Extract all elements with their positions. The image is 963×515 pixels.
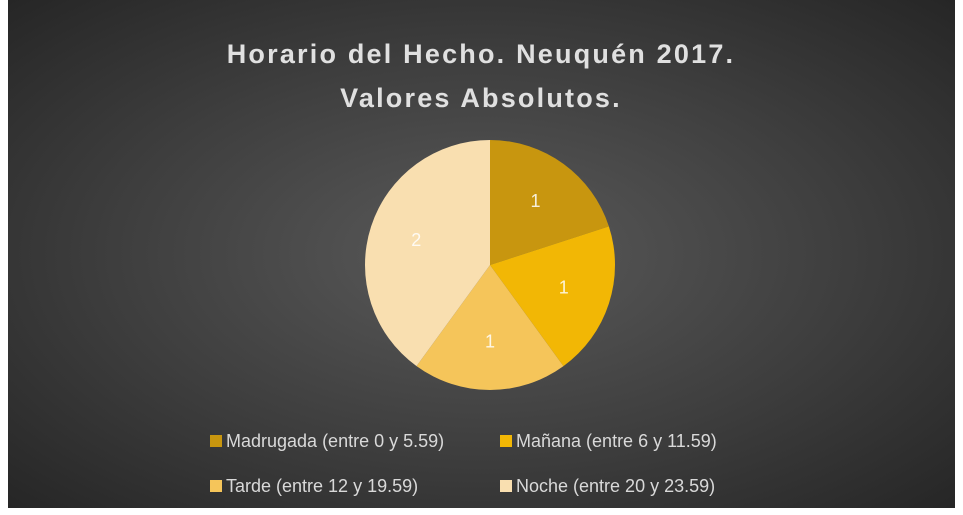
data-label: 1 xyxy=(531,191,541,211)
legend-label: Tarde (entre 12 y 19.59) xyxy=(226,476,418,496)
legend-label: Mañana (entre 6 y 11.59) xyxy=(516,431,717,451)
legend-swatch xyxy=(210,480,222,492)
data-label: 1 xyxy=(559,278,569,298)
pie-slice xyxy=(490,226,616,367)
pie-slice xyxy=(365,140,490,367)
legend-label: Madrugada (entre 0 y 5.59) xyxy=(226,431,444,451)
chart-title: Horario del Hecho. Neuquén 2017. Valores… xyxy=(226,39,736,113)
pie-slice xyxy=(416,265,564,391)
data-label: 2 xyxy=(411,230,421,250)
legend-swatch xyxy=(500,480,512,492)
data-label: 1 xyxy=(485,331,495,351)
legend-swatch xyxy=(210,435,222,447)
legend-label: Noche (entre 20 y 23.59) xyxy=(516,476,715,496)
pie-slice xyxy=(490,140,609,265)
legend-swatch xyxy=(500,435,512,447)
